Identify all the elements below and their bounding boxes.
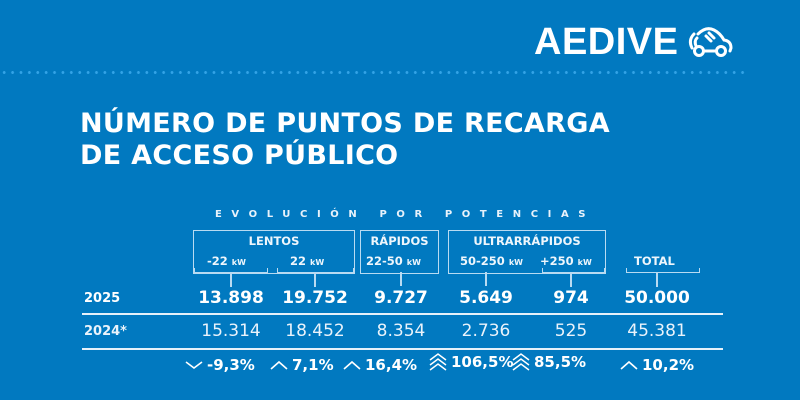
chevron-down-icon	[185, 361, 203, 369]
triple-chevron-up-icon	[512, 353, 530, 371]
cell-value: 5.649	[459, 288, 513, 308]
row-label-2025: 2025	[84, 291, 121, 306]
aedive-logo: AEDIVE	[534, 22, 734, 62]
tick	[656, 273, 658, 287]
bracket	[626, 268, 700, 273]
change-22kw: 7,1%	[270, 356, 334, 374]
group-label-rapidos: RÁPIDOS	[370, 234, 429, 248]
tick	[485, 272, 487, 286]
cell-value: 9.727	[374, 288, 428, 308]
triple-chevron-up-icon	[429, 353, 447, 371]
col-label-22kw: 22 kW	[290, 254, 325, 268]
bracket	[277, 268, 354, 273]
row-divider	[82, 313, 723, 315]
cell-value: 13.898	[198, 288, 264, 308]
page-title: NÚMERO DE PUNTOS DE RECARGA DE ACCESO PÚ…	[80, 108, 610, 172]
cell-value: 8.354	[376, 321, 426, 341]
row-divider	[82, 348, 723, 350]
tick	[230, 273, 232, 287]
tick	[400, 272, 402, 286]
col-label-total: TOTAL	[634, 254, 675, 268]
table-subtitle: EVOLUCIÓN POR POTENCIAS	[215, 209, 596, 220]
col-label-22-50kw: 22-50 kW	[366, 254, 421, 268]
col-label-under-22kw: -22 kW	[207, 254, 246, 268]
logo-text: AEDIVE	[534, 21, 679, 63]
tick	[570, 273, 572, 287]
dotted-divider	[0, 71, 745, 74]
cell-value: 45.381	[627, 321, 687, 341]
cell-value: 18.452	[285, 321, 345, 341]
chevron-up-icon	[620, 360, 638, 370]
cell-value: 19.752	[282, 288, 348, 308]
ev-car-plug-icon	[689, 27, 733, 57]
change-over-250kw: 85,5%	[512, 353, 586, 371]
change-total: 10,2%	[620, 356, 694, 374]
cell-value: 525	[554, 321, 588, 341]
group-label-ultrarrapidos: ULTRARRÁPIDOS	[473, 234, 581, 248]
tick	[314, 273, 316, 287]
col-label-50-250kw: 50-250 kW	[460, 254, 523, 268]
col-label-over-250kw: +250 kW	[540, 254, 592, 268]
bracket	[542, 268, 605, 273]
group-box-lentos: LENTOS	[193, 230, 355, 274]
chevron-up-icon	[343, 360, 361, 370]
title-line-2: DE ACCESO PÚBLICO	[80, 140, 399, 171]
group-box-ultrarrapidos: ULTRARRÁPIDOS	[448, 230, 606, 274]
change-under-22kw: -9,3%	[185, 356, 255, 374]
bracket	[194, 268, 268, 273]
cell-value: 15.314	[201, 321, 261, 341]
title-line-1: NÚMERO DE PUNTOS DE RECARGA	[80, 108, 610, 139]
change-22-50kw: 16,4%	[343, 356, 417, 374]
row-label-2024: 2024*	[84, 324, 127, 339]
cell-value: 974	[553, 288, 589, 308]
change-50-250kw: 106,5%	[429, 353, 513, 371]
cell-value: 50.000	[624, 288, 690, 308]
group-label-lentos: LENTOS	[248, 234, 300, 248]
group-box-rapidos: RÁPIDOS	[360, 230, 439, 274]
chevron-up-icon	[270, 360, 288, 370]
cell-value: 2.736	[461, 321, 511, 341]
